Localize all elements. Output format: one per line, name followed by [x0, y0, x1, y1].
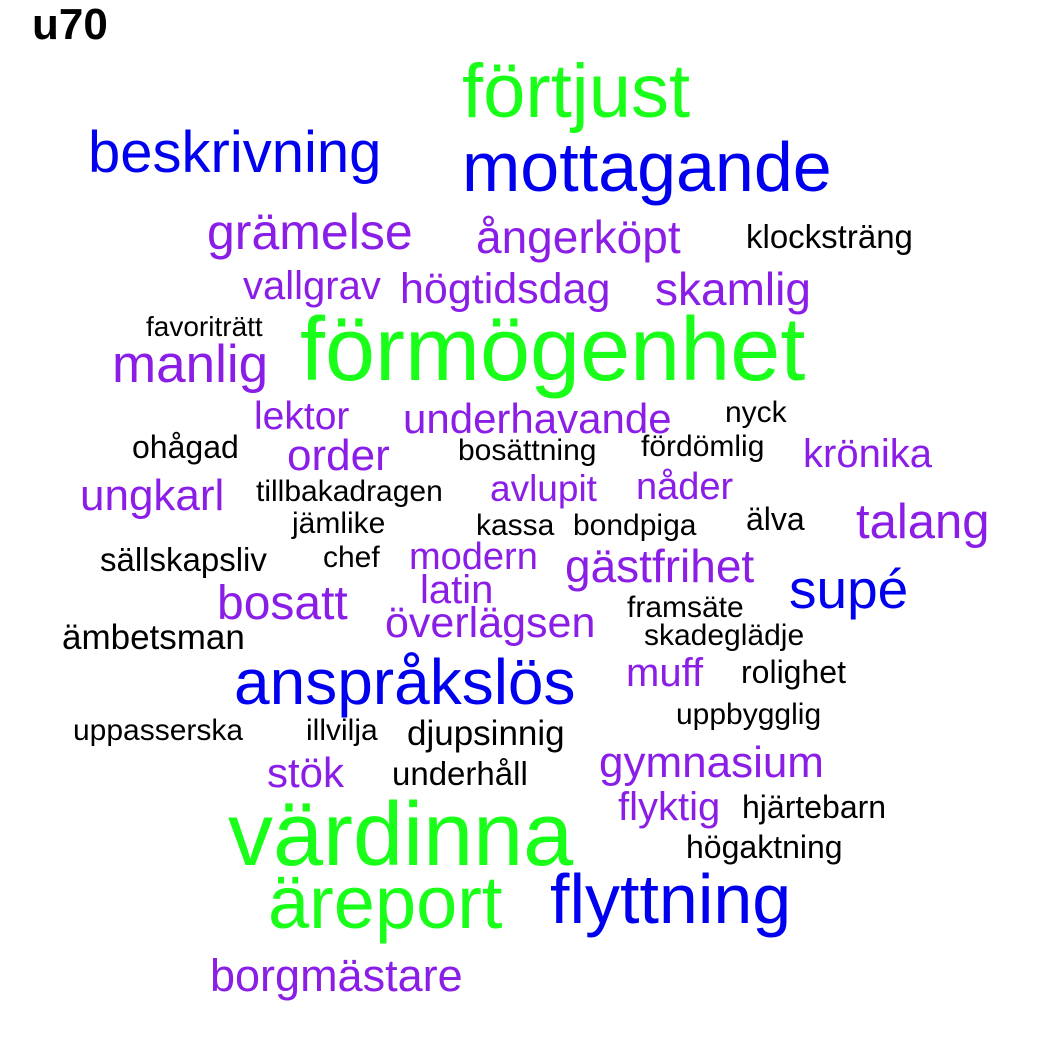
word-bondpiga: bondpiga: [573, 509, 697, 542]
word-hogaktning: högaktning: [686, 829, 843, 865]
word-angerkopt: ångerköpt: [476, 211, 681, 263]
word-nyck: nyck: [725, 396, 787, 429]
word-lektor: lektor: [254, 395, 350, 438]
word-beskrivning: beskrivning: [88, 120, 382, 185]
word-vardinna: värdinna: [228, 785, 574, 885]
word-nader: nåder: [636, 466, 734, 508]
word-favoritratt: favoriträtt: [146, 311, 263, 342]
word-sallskapsliv: sällskapsliv: [100, 541, 267, 578]
word-gymnasium: gymnasium: [599, 738, 824, 787]
word-gastfrihet: gästfrihet: [565, 540, 755, 592]
word-latin: latin: [420, 568, 494, 612]
word-rolighet: rolighet: [741, 654, 846, 690]
word-overlagsen: överlägsen: [385, 599, 596, 647]
word-anspraklos: anspråkslös: [234, 646, 576, 718]
word-areport: äreport: [268, 861, 503, 944]
word-jamlike: jämlike: [292, 507, 386, 540]
word-bosattning: bosättning: [458, 434, 597, 467]
word-ohagad: ohågad: [132, 429, 239, 465]
word-vallgrav: vallgrav: [243, 264, 381, 308]
word-uppasserska: uppasserska: [73, 714, 244, 747]
word-mottagande: mottagande: [462, 128, 832, 206]
word-talang: talang: [856, 495, 990, 549]
word-stok: stök: [267, 749, 345, 796]
word-flyttning: flyttning: [550, 860, 792, 938]
word-underhall: underhåll: [392, 755, 528, 792]
word-muff: muff: [626, 651, 704, 695]
word-supe: supé: [789, 558, 909, 620]
word-hogtidsdag: högtidsdag: [400, 265, 611, 313]
word-klockstrang: klocksträng: [746, 218, 913, 255]
cloud-title: u70: [32, 0, 108, 49]
word-fortjust: förtjust: [462, 49, 691, 134]
word-flyktig: flyktig: [618, 785, 721, 829]
word-alva: älva: [746, 501, 805, 537]
word-skamlig: skamlig: [655, 263, 811, 315]
word-chef: chef: [323, 541, 380, 574]
word-ungkarl: ungkarl: [80, 471, 225, 520]
word-hjartebarn: hjärtebarn: [742, 789, 887, 825]
word-uppbygglig: uppbygglig: [676, 698, 822, 731]
word-djupsinnig: djupsinnig: [407, 714, 565, 753]
word-borgmastare: borgmästare: [210, 950, 463, 1001]
word-bosatt: bosatt: [217, 577, 348, 630]
word-modern: modern: [409, 536, 538, 578]
word-kronika: krönika: [803, 432, 932, 476]
word-illvilja: illvilja: [306, 714, 378, 747]
word-manlig: manlig: [112, 335, 269, 394]
word-tillbakadragen: tillbakadragen: [256, 475, 443, 508]
word-framsate: framsäte: [627, 591, 744, 624]
word-underhavande: underhavande: [403, 395, 672, 442]
word-ambetsman: ämbetsman: [62, 618, 245, 657]
word-kassa: kassa: [476, 509, 555, 542]
word-fordomlig: fördömlig: [641, 430, 765, 463]
word-skadegladje: skadeglädje: [644, 619, 805, 652]
word-gramelse: grämelse: [207, 204, 413, 260]
word-formogenhet: förmögenhet: [300, 300, 806, 400]
word-order: order: [287, 431, 390, 480]
word-avlupit: avlupit: [490, 468, 597, 509]
